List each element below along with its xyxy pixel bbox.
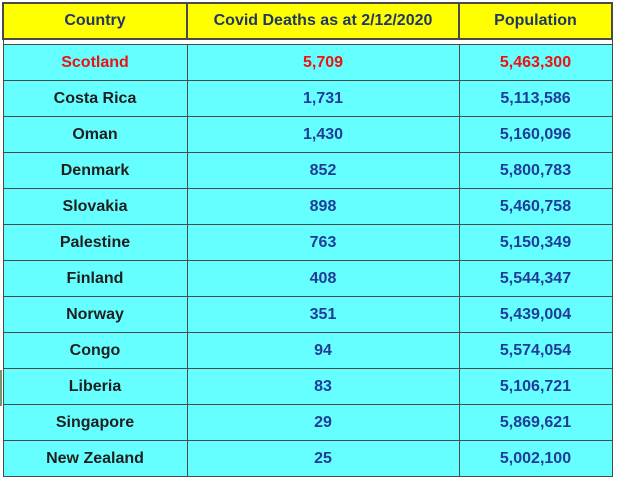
deaths-cell[interactable]: 83 [186, 368, 460, 405]
covid-deaths-table: Country Covid Deaths as at 2/12/2020 Pop… [2, 2, 613, 477]
population-cell[interactable]: 5,113,586 [458, 80, 613, 117]
population-cell[interactable]: 5,439,004 [458, 296, 613, 333]
country-cell[interactable]: Congo [2, 332, 188, 369]
table-row: New Zealand 25 5,002,100 [2, 440, 613, 477]
country-cell[interactable]: Slovakia [2, 188, 188, 225]
table-row: Norway 351 5,439,004 [2, 296, 613, 333]
population-cell[interactable]: 5,106,721 [458, 368, 613, 405]
header-row: Country Covid Deaths as at 2/12/2020 Pop… [2, 2, 613, 40]
population-cell[interactable]: 5,160,096 [458, 116, 613, 153]
deaths-cell[interactable]: 29 [186, 404, 460, 441]
deaths-cell[interactable]: 1,731 [186, 80, 460, 117]
deaths-cell[interactable]: 94 [186, 332, 460, 369]
deaths-cell[interactable]: 898 [186, 188, 460, 225]
population-cell[interactable]: 5,460,758 [458, 188, 613, 225]
table-row: Congo 94 5,574,054 [2, 332, 613, 369]
country-cell[interactable]: Norway [2, 296, 188, 333]
deaths-cell[interactable]: 5,709 [186, 44, 460, 81]
table-row: Palestine 763 5,150,349 [2, 224, 613, 261]
header-deaths[interactable]: Covid Deaths as at 2/12/2020 [186, 2, 460, 40]
deaths-cell[interactable]: 1,430 [186, 116, 460, 153]
population-cell[interactable]: 5,800,783 [458, 152, 613, 189]
table-row: Oman 1,430 5,160,096 [2, 116, 613, 153]
population-cell[interactable]: 5,150,349 [458, 224, 613, 261]
country-cell[interactable]: Liberia [2, 368, 188, 405]
population-cell[interactable]: 5,002,100 [458, 440, 613, 477]
country-cell[interactable]: Oman [2, 116, 188, 153]
country-cell[interactable]: Singapore [2, 404, 188, 441]
table-row: Slovakia 898 5,460,758 [2, 188, 613, 225]
cell-selection-edge [0, 370, 2, 406]
deaths-cell[interactable]: 408 [186, 260, 460, 297]
population-cell[interactable]: 5,574,054 [458, 332, 613, 369]
table-row: Costa Rica 1,731 5,113,586 [2, 80, 613, 117]
deaths-cell[interactable]: 763 [186, 224, 460, 261]
deaths-cell[interactable]: 351 [186, 296, 460, 333]
country-cell[interactable]: Finland [2, 260, 188, 297]
table-row: Finland 408 5,544,347 [2, 260, 613, 297]
population-cell[interactable]: 5,544,347 [458, 260, 613, 297]
population-cell[interactable]: 5,869,621 [458, 404, 613, 441]
table-row: Liberia 83 5,106,721 [2, 368, 613, 405]
table-row: Denmark 852 5,800,783 [2, 152, 613, 189]
country-cell[interactable]: Denmark [2, 152, 188, 189]
table-row: Scotland 5,709 5,463,300 [2, 44, 613, 81]
header-country[interactable]: Country [2, 2, 188, 40]
header-population[interactable]: Population [458, 2, 613, 40]
country-cell[interactable]: Costa Rica [2, 80, 188, 117]
country-cell[interactable]: Palestine [2, 224, 188, 261]
country-cell[interactable]: Scotland [2, 44, 188, 81]
country-cell[interactable]: New Zealand [2, 440, 188, 477]
deaths-cell[interactable]: 25 [186, 440, 460, 477]
population-cell[interactable]: 5,463,300 [458, 44, 613, 81]
deaths-cell[interactable]: 852 [186, 152, 460, 189]
table-row: Singapore 29 5,869,621 [2, 404, 613, 441]
